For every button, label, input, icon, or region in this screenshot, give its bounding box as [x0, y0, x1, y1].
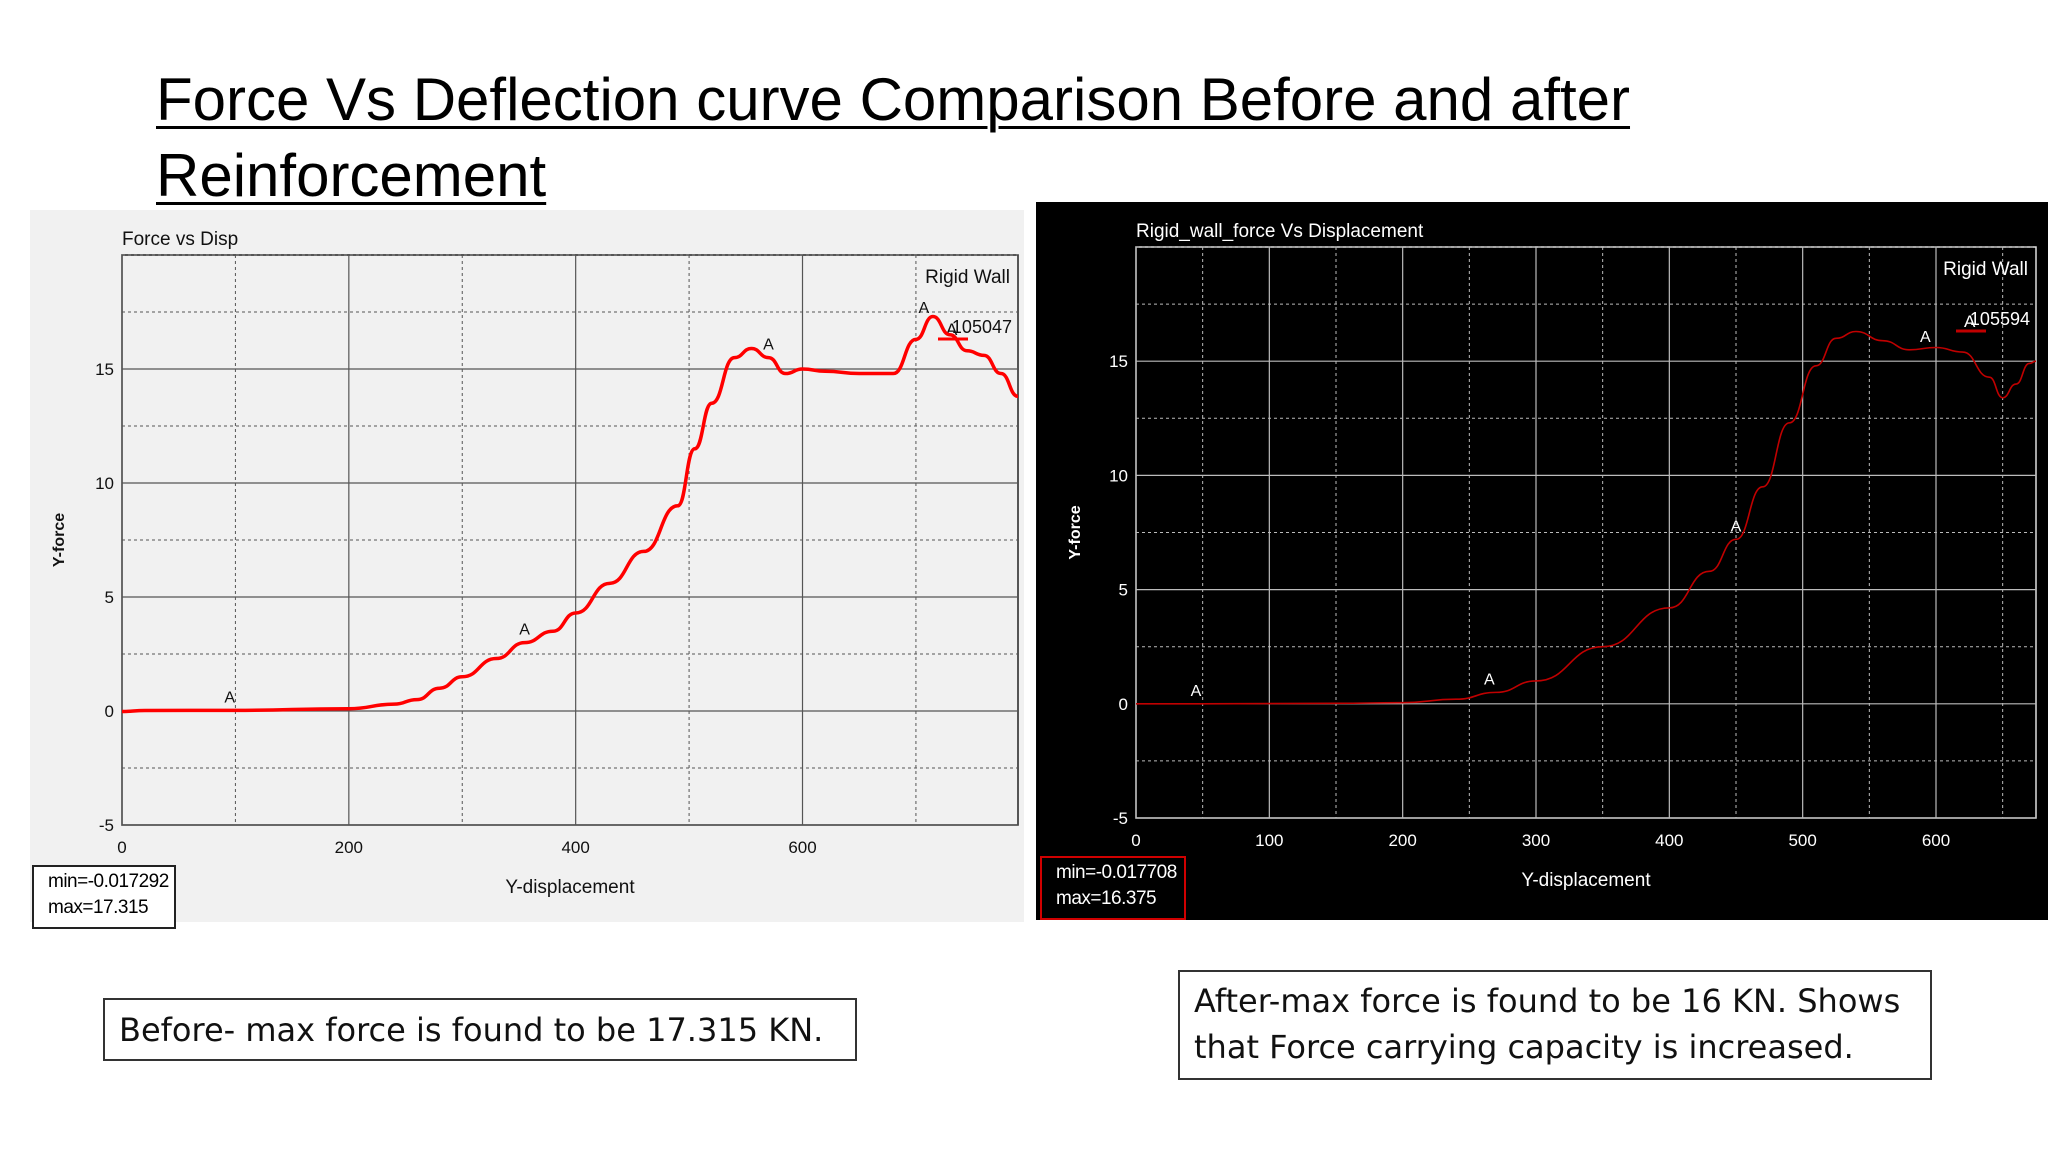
y-axis-label: Y-force	[1067, 505, 1084, 559]
point-marker-label: A	[1484, 671, 1495, 688]
y-tick-label: 0	[105, 702, 114, 721]
point-marker-label: A	[1731, 518, 1742, 535]
x-tick-label: 100	[1255, 831, 1283, 850]
x-tick-label: 600	[788, 838, 816, 857]
y-tick-label: -5	[99, 816, 114, 835]
minmax-box-after: min=-0.017708 max=16.375	[1040, 856, 1186, 920]
caption-after-line2: that Force carrying capacity is increase…	[1194, 1028, 1854, 1066]
x-tick-label: 0	[117, 838, 126, 857]
x-tick-label: 400	[561, 838, 589, 857]
point-marker-label: A	[1920, 329, 1931, 346]
y-tick-label: 15	[95, 360, 114, 379]
max-label-after: max=16.375	[1056, 888, 1157, 909]
caption-after-line1: After-max force is found to be 16 KN. Sh…	[1194, 982, 1901, 1020]
x-tick-label: 0	[1131, 831, 1140, 850]
x-tick-label: 300	[1522, 831, 1550, 850]
y-tick-label: 5	[1119, 581, 1128, 600]
y-tick-label: 10	[1109, 466, 1128, 485]
caption-before-text: Before- max force is found to be 17.315 …	[119, 1011, 824, 1049]
point-marker-label: A	[763, 337, 774, 354]
point-marker-label: A	[919, 300, 930, 317]
point-marker-label: A	[519, 622, 530, 639]
series-line	[1135, 330, 2037, 705]
legend-series-name: 105047	[952, 317, 1012, 337]
x-tick-label: 500	[1788, 831, 1816, 850]
legend-title: Rigid Wall	[1943, 259, 2028, 280]
y-axis-label: Y-force	[51, 513, 68, 567]
caption-after: After-max force is found to be 16 KN. Sh…	[1178, 970, 1932, 1080]
legend-series-name: 105594	[1970, 309, 2030, 329]
slide-title-line1: Force Vs Deflection curve Comparison Bef…	[156, 66, 1631, 133]
y-tick-label: 15	[1109, 352, 1128, 371]
chart-before-reinforcement: -5 0 5 10 15 0 200 400 600 Force vs Disp Y-displac…	[30, 210, 1024, 922]
point-marker-label: A	[1191, 683, 1202, 700]
x-axis-label: Y-displacement	[1521, 870, 1651, 891]
caption-before: Before- max force is found to be 17.315 …	[103, 998, 857, 1061]
legend-marker: A	[1964, 312, 1976, 331]
legend-title: Rigid Wall	[925, 267, 1010, 288]
minmax-box-before: min=-0.017292 max=17.315	[32, 865, 176, 929]
x-tick-label: 200	[335, 838, 363, 857]
point-marker-label: A	[224, 689, 235, 706]
x-tick-label: 200	[1388, 831, 1416, 850]
chart-after-reinforcement: -5 0 5 10 15 0 100 200 300 400 500 600 Rigid_wall_fo…	[1036, 202, 2048, 920]
min-label-before: min=-0.017292	[48, 871, 169, 892]
y-tick-label: 5	[105, 588, 114, 607]
y-tick-label: 0	[1119, 695, 1128, 714]
series-line	[121, 314, 1019, 714]
x-axis-label: Y-displacement	[505, 877, 635, 898]
max-label-before: max=17.315	[48, 897, 149, 918]
chart-title: Rigid_wall_force Vs Displacement	[1136, 221, 1424, 242]
x-tick-label: 400	[1655, 831, 1683, 850]
slide-title-line2: Reinforcement	[156, 142, 547, 209]
y-tick-label: 10	[95, 474, 114, 493]
min-label-after: min=-0.017708	[1056, 862, 1177, 883]
y-tick-label: -5	[1113, 809, 1128, 828]
slide-title: Force Vs Deflection curve Comparison Bef…	[156, 62, 1756, 214]
chart-title: Force vs Disp	[122, 229, 238, 250]
x-tick-label: 600	[1922, 831, 1950, 850]
